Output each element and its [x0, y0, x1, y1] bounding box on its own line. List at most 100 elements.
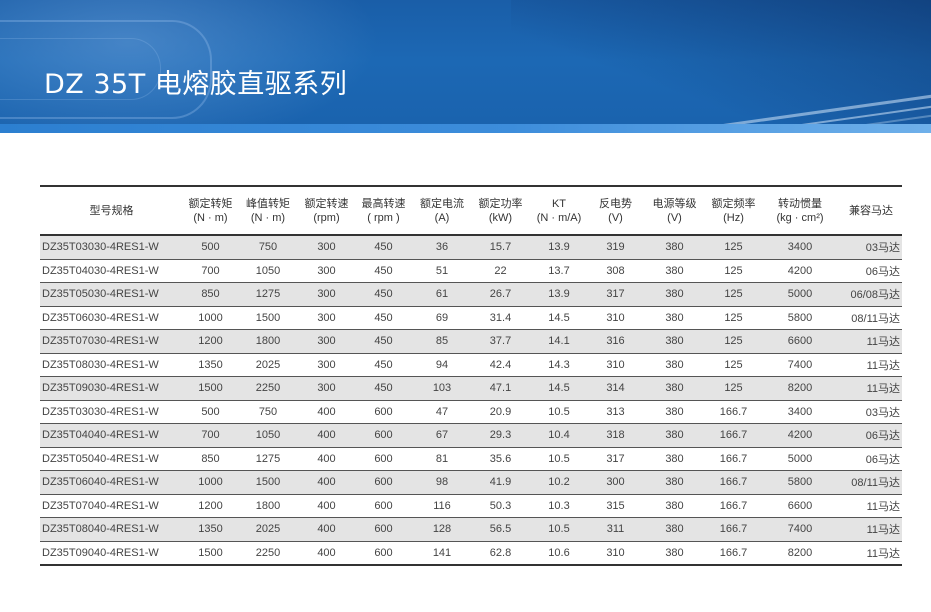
column-header-unit: (Hz)	[723, 211, 744, 224]
table-cell: 8200	[760, 541, 840, 566]
table-cell: 08/11马达	[840, 470, 902, 495]
table-cell: 400	[298, 423, 355, 448]
table-cell: 8200	[760, 376, 840, 401]
table-cell: 41.9	[472, 470, 529, 495]
table-row: DZ35T03030-4RES1-W 500 750 400 600 47 20.9 10.5…	[40, 400, 902, 424]
column-header: 额定功率 (kW)	[472, 186, 529, 236]
table-cell: 1200	[183, 329, 238, 354]
table-cell: 11马达	[840, 517, 902, 542]
table-cell: 7400	[760, 353, 840, 377]
table-cell: 15.7	[472, 235, 529, 260]
table-cell: 1500	[238, 470, 298, 495]
table-cell: 47.1	[472, 376, 529, 401]
table-cell: 450	[355, 353, 412, 377]
model-cell: DZ35T04030-4RES1-W	[40, 259, 183, 283]
table-cell: 1500	[238, 306, 298, 330]
table-cell: 47	[412, 400, 472, 424]
table-cell: 103	[412, 376, 472, 401]
table-cell: 67	[412, 423, 472, 448]
table-cell: 600	[355, 494, 412, 518]
column-header-label: 额定转矩	[188, 197, 233, 210]
table-cell: 3400	[760, 400, 840, 424]
table-cell: 380	[642, 517, 707, 542]
table-row: DZ35T06040-4RES1-W 1000 1500 400 600 98 41.9 10…	[40, 470, 902, 495]
table-cell: 300	[298, 329, 355, 354]
table-cell: 450	[355, 306, 412, 330]
table-cell: 125	[707, 235, 760, 260]
table-cell: 125	[707, 259, 760, 283]
model-cell: DZ35T07030-4RES1-W	[40, 329, 183, 354]
table-cell: 11马达	[840, 329, 902, 354]
table-cell: 400	[298, 517, 355, 542]
table-cell: 300	[298, 376, 355, 401]
table-cell: 81	[412, 447, 472, 471]
table-cell: 300	[589, 470, 642, 495]
table-cell: 125	[707, 282, 760, 307]
table-cell: 380	[642, 353, 707, 377]
table-cell: 85	[412, 329, 472, 354]
table-row: DZ35T08030-4RES1-W 1350 2025 300 450 94 42.4 14…	[40, 353, 902, 377]
table-cell: 51	[412, 259, 472, 283]
table-cell: 06马达	[840, 423, 902, 448]
table-cell: 1050	[238, 259, 298, 283]
table-cell: 1275	[238, 447, 298, 471]
column-header-unit: (V)	[667, 211, 682, 224]
table-row: DZ35T06030-4RES1-W 1000 1500 300 450 69 31.4 14…	[40, 306, 902, 330]
table-cell: 380	[642, 329, 707, 354]
table-cell: 128	[412, 517, 472, 542]
column-header: 额定频率 (Hz)	[707, 186, 760, 236]
table-cell: 380	[642, 400, 707, 424]
table-cell: 400	[298, 494, 355, 518]
table-cell: 10.5	[529, 447, 589, 471]
table-cell: 700	[183, 423, 238, 448]
table-cell: 4200	[760, 259, 840, 283]
model-cell: DZ35T05040-4RES1-W	[40, 447, 183, 471]
table-cell: 13.9	[529, 282, 589, 307]
table-row: DZ35T07040-4RES1-W 1200 1800 400 600 116 50.3 1…	[40, 494, 902, 518]
table-cell: 1500	[183, 541, 238, 566]
table-cell: 14.3	[529, 353, 589, 377]
table-cell: 600	[355, 447, 412, 471]
table-cell: 300	[298, 235, 355, 260]
table-cell: 08/11马达	[840, 306, 902, 330]
table-cell: 310	[589, 306, 642, 330]
table-cell: 166.7	[707, 400, 760, 424]
model-cell: DZ35T08040-4RES1-W	[40, 517, 183, 542]
table-cell: 450	[355, 282, 412, 307]
banner-edge	[0, 124, 931, 133]
table-cell: 03马达	[840, 400, 902, 424]
table-cell: 5000	[760, 282, 840, 307]
spec-table: 型号规格 额定转矩 (N · m) 峰值转矩 (N · m) 额定转速 (rpm) 最高转速(…	[40, 185, 902, 566]
column-header-unit: (V)	[608, 211, 623, 224]
column-header-label: KT	[551, 197, 567, 210]
table-header-row: 型号规格 额定转矩 (N · m) 峰值转矩 (N · m) 额定转速 (rpm) 最高转速(…	[40, 186, 902, 236]
column-header-unit: (rpm)	[313, 211, 340, 224]
table-cell: 29.3	[472, 423, 529, 448]
table-cell: 06马达	[840, 447, 902, 471]
table-cell: 380	[642, 259, 707, 283]
table-cell: 125	[707, 353, 760, 377]
table-cell: 31.4	[472, 306, 529, 330]
table-cell: 314	[589, 376, 642, 401]
table-cell: 62.8	[472, 541, 529, 566]
table-cell: 03马达	[840, 235, 902, 260]
table-cell: 3400	[760, 235, 840, 260]
table-cell: 14.5	[529, 376, 589, 401]
table-cell: 11马达	[840, 376, 902, 401]
table-cell: 166.7	[707, 423, 760, 448]
column-header-label: 额定转速	[304, 197, 349, 210]
column-header: 电源等级 (V)	[642, 186, 707, 236]
table-cell: 6600	[760, 329, 840, 354]
table-cell: 10.2	[529, 470, 589, 495]
table-cell: 750	[238, 235, 298, 260]
column-header: KT (N · m/A)	[529, 186, 589, 236]
table-cell: 37.7	[472, 329, 529, 354]
table-cell: 750	[238, 400, 298, 424]
table-cell: 94	[412, 353, 472, 377]
column-header-label: 转动惯量	[778, 197, 822, 210]
column-header-label: 兼容马达	[849, 204, 893, 217]
column-header: 反电势 (V)	[589, 186, 642, 236]
table-cell: 380	[642, 470, 707, 495]
table-cell: 13.7	[529, 259, 589, 283]
table-cell: 380	[642, 541, 707, 566]
